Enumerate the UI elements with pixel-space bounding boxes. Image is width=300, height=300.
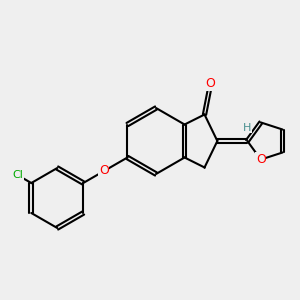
Text: O: O [99, 164, 109, 177]
Text: O: O [256, 153, 266, 166]
Text: Cl: Cl [13, 170, 24, 181]
Text: O: O [205, 77, 214, 90]
Text: H: H [243, 122, 251, 133]
